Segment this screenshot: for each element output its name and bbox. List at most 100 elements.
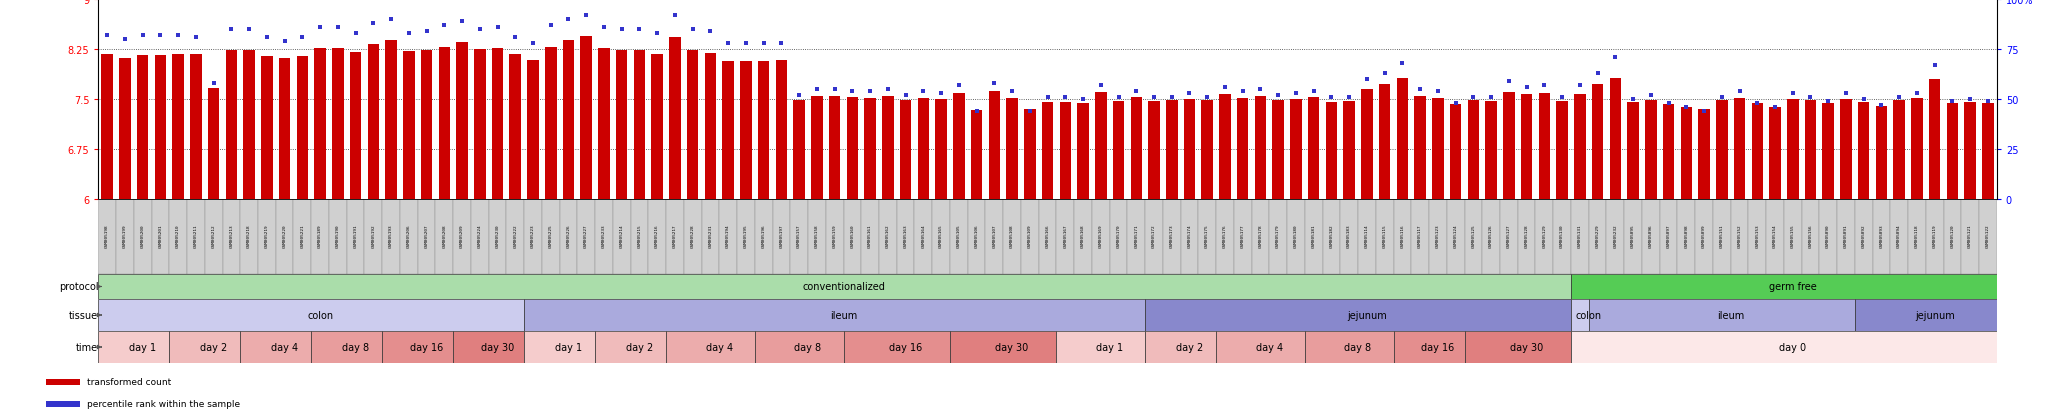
Point bbox=[1315, 95, 1348, 101]
Text: GSM805106: GSM805106 bbox=[975, 224, 979, 247]
Text: GSM805213: GSM805213 bbox=[229, 224, 233, 247]
Text: protocol: protocol bbox=[59, 282, 98, 292]
Text: jejunum: jejunum bbox=[1348, 310, 1386, 320]
FancyBboxPatch shape bbox=[1872, 199, 1890, 274]
Text: colon: colon bbox=[1575, 310, 1602, 320]
FancyBboxPatch shape bbox=[1571, 274, 1997, 299]
Text: GSM805152: GSM805152 bbox=[1737, 224, 1741, 247]
Point bbox=[623, 26, 655, 33]
Bar bbox=[598, 49, 610, 199]
FancyBboxPatch shape bbox=[346, 199, 365, 274]
Text: GSM805196: GSM805196 bbox=[762, 224, 766, 247]
Point bbox=[569, 13, 602, 19]
Text: GSM805158: GSM805158 bbox=[815, 224, 819, 247]
Point bbox=[162, 33, 195, 39]
FancyBboxPatch shape bbox=[1944, 199, 1962, 274]
Text: day 30: day 30 bbox=[1509, 342, 1544, 352]
FancyBboxPatch shape bbox=[524, 299, 1145, 331]
FancyBboxPatch shape bbox=[1464, 199, 1483, 274]
Point bbox=[1794, 95, 1827, 101]
FancyBboxPatch shape bbox=[399, 199, 418, 274]
Text: GSM805127: GSM805127 bbox=[1507, 224, 1511, 247]
Point bbox=[428, 23, 461, 29]
Text: GSM805233: GSM805233 bbox=[602, 224, 606, 247]
Text: GSM805124: GSM805124 bbox=[1454, 224, 1458, 247]
Text: GSM805167: GSM805167 bbox=[1063, 224, 1067, 247]
Text: GSM805093: GSM805093 bbox=[1880, 224, 1884, 247]
FancyBboxPatch shape bbox=[383, 199, 399, 274]
Bar bbox=[1309, 98, 1319, 199]
FancyBboxPatch shape bbox=[258, 199, 276, 274]
Bar bbox=[758, 62, 770, 199]
Text: GSM805099: GSM805099 bbox=[1702, 224, 1706, 247]
Text: GSM805119: GSM805119 bbox=[1933, 224, 1937, 247]
Text: GSM805180: GSM805180 bbox=[1294, 224, 1298, 247]
FancyBboxPatch shape bbox=[578, 199, 596, 274]
Text: day 30: day 30 bbox=[995, 342, 1028, 352]
Point bbox=[1386, 61, 1419, 67]
Point bbox=[995, 88, 1028, 95]
Text: GSM805130: GSM805130 bbox=[1561, 224, 1565, 247]
Point bbox=[606, 26, 639, 33]
Bar bbox=[420, 51, 432, 199]
Point bbox=[1368, 71, 1401, 77]
FancyBboxPatch shape bbox=[950, 199, 969, 274]
Bar bbox=[1841, 100, 1851, 199]
Text: GSM805165: GSM805165 bbox=[940, 224, 942, 247]
FancyBboxPatch shape bbox=[1323, 199, 1339, 274]
Text: day 2: day 2 bbox=[1176, 342, 1202, 352]
Bar bbox=[190, 55, 201, 199]
Text: GSM805123: GSM805123 bbox=[1436, 224, 1440, 247]
Text: GSM805179: GSM805179 bbox=[1276, 224, 1280, 247]
Bar bbox=[332, 49, 344, 199]
Point bbox=[1847, 97, 1880, 103]
Point bbox=[127, 33, 160, 39]
Text: transformed count: transformed count bbox=[88, 377, 172, 387]
Text: GSM805092: GSM805092 bbox=[1862, 224, 1866, 247]
Bar bbox=[510, 55, 520, 199]
Text: GSM805170: GSM805170 bbox=[1116, 224, 1120, 247]
FancyBboxPatch shape bbox=[524, 199, 543, 274]
Point bbox=[1741, 100, 1774, 107]
Bar bbox=[864, 98, 877, 199]
Point bbox=[588, 25, 621, 31]
Point bbox=[1208, 85, 1241, 91]
Text: GSM805217: GSM805217 bbox=[674, 224, 678, 247]
Point bbox=[1190, 95, 1223, 101]
Text: GSM805224: GSM805224 bbox=[477, 224, 481, 247]
Point bbox=[197, 81, 229, 87]
Point bbox=[143, 33, 176, 39]
FancyBboxPatch shape bbox=[1305, 331, 1393, 363]
FancyBboxPatch shape bbox=[205, 199, 223, 274]
Text: GSM805211: GSM805211 bbox=[195, 224, 199, 247]
Bar bbox=[403, 52, 414, 199]
FancyBboxPatch shape bbox=[1890, 199, 1909, 274]
FancyBboxPatch shape bbox=[1571, 299, 1589, 331]
Point bbox=[1653, 100, 1686, 107]
FancyBboxPatch shape bbox=[1784, 199, 1802, 274]
Text: GSM805192: GSM805192 bbox=[371, 224, 375, 247]
Text: day 2: day 2 bbox=[627, 342, 653, 352]
Bar bbox=[385, 41, 397, 199]
Bar bbox=[686, 50, 698, 199]
FancyBboxPatch shape bbox=[98, 331, 170, 363]
Bar bbox=[244, 50, 254, 199]
Text: GSM805118: GSM805118 bbox=[1915, 224, 1919, 247]
Point bbox=[410, 28, 442, 35]
Text: GSM805228: GSM805228 bbox=[690, 224, 694, 247]
Point bbox=[659, 13, 692, 19]
Bar bbox=[952, 94, 965, 199]
FancyBboxPatch shape bbox=[543, 199, 559, 274]
Text: GSM805096: GSM805096 bbox=[1649, 224, 1653, 247]
Text: GSM805163: GSM805163 bbox=[903, 224, 907, 247]
FancyBboxPatch shape bbox=[969, 199, 985, 274]
Point bbox=[1083, 83, 1116, 89]
FancyBboxPatch shape bbox=[985, 199, 1004, 274]
Point bbox=[872, 86, 905, 93]
Bar bbox=[1165, 101, 1178, 199]
Text: day 8: day 8 bbox=[342, 342, 369, 352]
Bar bbox=[971, 110, 983, 199]
Text: GSM805176: GSM805176 bbox=[1223, 224, 1227, 247]
Bar bbox=[1362, 90, 1372, 199]
Text: GSM805109: GSM805109 bbox=[1028, 224, 1032, 247]
